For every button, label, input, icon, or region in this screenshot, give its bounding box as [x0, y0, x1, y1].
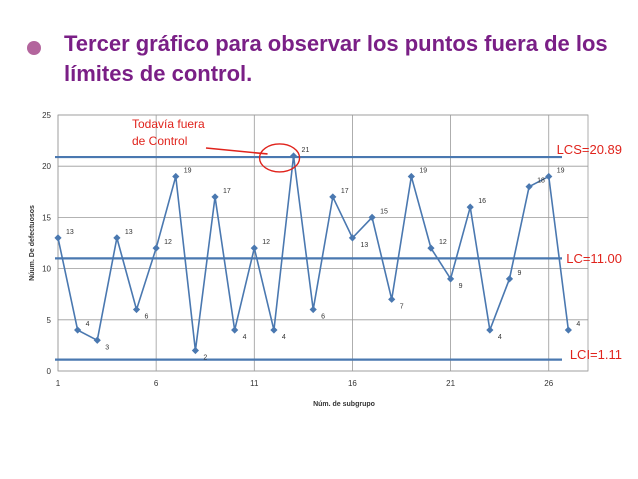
annotation-text-line-2: de Control: [132, 134, 187, 148]
x-tick-label: 6: [154, 379, 159, 388]
y-axis-label: Núum. De defectuosos: [29, 205, 36, 281]
data-label: 12: [262, 239, 270, 246]
y-tick-label: 10: [42, 265, 51, 274]
bullet-point: [27, 41, 41, 55]
data-point-marker: [564, 326, 572, 334]
data-point-marker: [250, 244, 258, 252]
slide-title: Tercer gráfico para observar los puntos …: [64, 29, 624, 89]
data-point-marker: [348, 234, 357, 242]
data-point-marker: [74, 326, 82, 334]
y-tick-label: 25: [42, 111, 51, 120]
title-line-1: Tercer gráfico para observar los puntos …: [64, 31, 608, 56]
data-label: 6: [321, 314, 325, 321]
data-label: 4: [86, 321, 90, 328]
x-tick-label: 1: [56, 379, 61, 388]
data-point-marker: [289, 152, 298, 160]
data-series-line: [57, 155, 570, 351]
data-label: 19: [419, 167, 427, 174]
data-label: 17: [341, 188, 349, 195]
x-tick-label: 16: [348, 379, 357, 388]
control-limit-label: LCS=20.89: [557, 142, 622, 157]
annotation-text-line-1: Todavía fuera: [132, 117, 205, 131]
data-label: 13: [125, 229, 133, 236]
data-label: 17: [223, 188, 231, 195]
data-point-marker: [329, 193, 337, 201]
data-label: 21: [302, 147, 310, 154]
data-point-marker: [486, 326, 494, 334]
data-point-marker: [132, 305, 141, 314]
data-label: 4: [576, 321, 580, 328]
plot-frame: [57, 114, 589, 372]
y-tick-label: 15: [42, 213, 51, 222]
data-point-marker: [93, 336, 101, 344]
data-point-marker: [388, 295, 396, 303]
data-label: 2: [203, 355, 207, 362]
x-tick-label: 11: [250, 379, 259, 388]
y-tick-label: 0: [47, 367, 52, 376]
data-point-marker: [309, 305, 317, 314]
data-label: 4: [243, 334, 247, 341]
data-label: 13: [360, 242, 368, 249]
y-tick-label: 20: [42, 162, 51, 171]
data-point-marker: [368, 213, 376, 221]
data-point-marker: [505, 275, 514, 283]
control-limit-label: LCI=1.11: [570, 347, 622, 362]
data-label: 19: [184, 167, 192, 174]
data-point-marker: [545, 172, 553, 181]
data-label: 13: [66, 229, 74, 236]
data-point-marker: [191, 346, 200, 355]
data-point-marker: [427, 244, 435, 252]
data-label: 18: [537, 178, 545, 185]
y-tick-label: 5: [47, 316, 52, 325]
data-label: 7: [400, 303, 404, 310]
annotation-arrow: [205, 147, 268, 155]
data-label: 15: [380, 208, 388, 215]
data-point-marker: [152, 244, 160, 252]
data-point-marker: [407, 172, 415, 181]
data-point-marker: [466, 203, 474, 211]
data-label: 6: [145, 314, 149, 321]
data-point-marker: [113, 234, 121, 242]
data-label: 4: [282, 334, 286, 341]
title-line-2: límites de control.: [64, 61, 253, 86]
x-axis-label: Núm. de subgrupo: [313, 401, 375, 408]
data-label: 4: [498, 334, 502, 341]
data-label: 9: [459, 283, 463, 290]
data-label: 9: [517, 270, 521, 277]
data-point-marker: [54, 234, 62, 242]
x-tick-label: 26: [544, 379, 553, 388]
data-label: 12: [164, 239, 172, 246]
data-label: 19: [557, 167, 565, 174]
data-point-marker: [172, 172, 180, 181]
data-point-marker: [525, 183, 533, 191]
data-label: 16: [478, 198, 486, 205]
data-label: 12: [439, 239, 447, 246]
data-point-marker: [270, 326, 278, 334]
data-point-marker: [446, 275, 455, 283]
control-limit-label: LC=11.00: [566, 251, 622, 266]
data-point-marker: [211, 193, 219, 201]
highlight-circle: [258, 143, 301, 173]
x-tick-label: 21: [446, 379, 455, 388]
data-label: 3: [105, 344, 109, 351]
data-point-marker: [231, 326, 239, 334]
